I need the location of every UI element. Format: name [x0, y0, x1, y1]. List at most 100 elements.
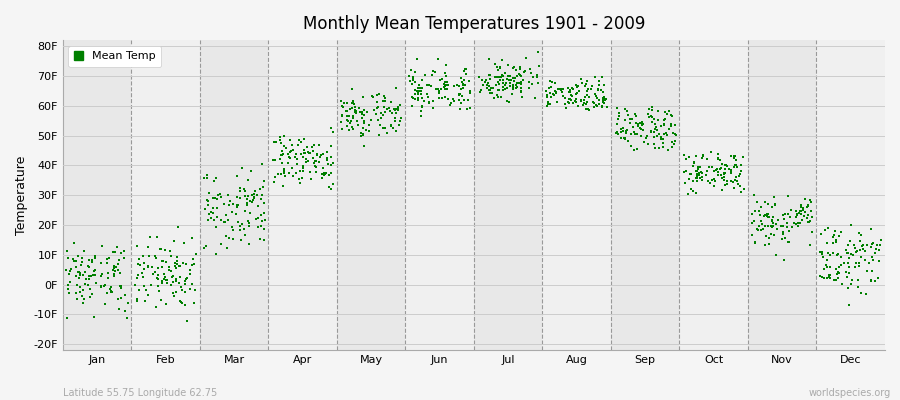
Point [430, 86, 445, 92]
Point [297, 146, 311, 153]
Point [317, 170, 331, 176]
Point [539, 88, 554, 94]
Point [255, 161, 269, 167]
Point [509, 82, 524, 88]
Point [100, 256, 114, 262]
Point [284, 142, 299, 148]
Point [144, 282, 158, 289]
Point [184, 262, 199, 268]
Point [510, 72, 525, 79]
Point [94, 242, 109, 249]
Point [764, 204, 778, 210]
Point [840, 250, 854, 256]
Point [454, 75, 469, 82]
Point [233, 188, 248, 194]
Point [580, 106, 595, 112]
Point [366, 94, 381, 100]
Point [584, 82, 598, 89]
Point [861, 260, 876, 267]
Point [271, 170, 285, 177]
Point [832, 233, 846, 239]
Point [86, 272, 100, 278]
Point [499, 86, 513, 92]
Point [226, 236, 240, 242]
Point [71, 253, 86, 259]
Point [652, 130, 666, 137]
Point [500, 85, 514, 92]
Point [515, 93, 529, 100]
Point [648, 126, 662, 132]
Point [590, 95, 605, 101]
Point [832, 264, 846, 270]
Point [580, 99, 594, 106]
Point [232, 227, 247, 233]
Point [495, 72, 509, 78]
Point [452, 83, 466, 89]
Point [349, 110, 364, 116]
Point [710, 156, 724, 162]
Point [121, 300, 135, 306]
Point [238, 232, 253, 238]
Point [176, 260, 191, 266]
Point [276, 168, 291, 174]
Point [422, 99, 436, 106]
Point [613, 134, 627, 141]
Point [572, 88, 587, 94]
Point [620, 112, 634, 118]
Point [814, 249, 829, 255]
Point [450, 82, 464, 88]
Point [302, 150, 316, 156]
Point [580, 88, 594, 94]
Point [718, 162, 733, 168]
Point [529, 74, 544, 80]
Point [644, 128, 658, 135]
Bar [543, 40, 611, 350]
Point [393, 115, 408, 122]
Point [525, 80, 539, 87]
Point [389, 106, 403, 113]
Point [633, 120, 647, 126]
Point [310, 151, 324, 157]
Point [391, 104, 405, 110]
Point [813, 272, 827, 279]
Point [664, 113, 679, 120]
Point [724, 178, 738, 184]
Point [849, 259, 863, 266]
Point [851, 230, 866, 236]
Point [257, 200, 272, 206]
Point [255, 218, 269, 224]
Point [823, 275, 837, 281]
Point [485, 90, 500, 96]
Point [457, 68, 472, 74]
Point [412, 88, 427, 94]
Point [226, 201, 240, 208]
Point [617, 136, 632, 142]
Point [376, 98, 391, 104]
Point [346, 126, 360, 132]
Point [626, 124, 640, 130]
Point [114, 282, 129, 289]
Point [754, 226, 769, 233]
Point [491, 94, 505, 100]
Point [168, 265, 183, 272]
Point [766, 232, 780, 238]
Point [294, 175, 309, 181]
Point [761, 214, 776, 220]
Point [561, 84, 575, 91]
Point [796, 207, 810, 213]
Point [761, 235, 776, 242]
Point [425, 72, 439, 78]
Point [178, 260, 193, 267]
Point [765, 218, 779, 224]
Point [139, 286, 153, 293]
Point [563, 87, 578, 93]
Point [410, 88, 424, 94]
Point [459, 66, 473, 72]
Point [411, 85, 426, 92]
Point [131, 256, 146, 262]
Point [854, 290, 868, 296]
Point [794, 204, 808, 210]
Point [752, 208, 767, 215]
Point [699, 172, 714, 179]
Point [273, 134, 287, 140]
